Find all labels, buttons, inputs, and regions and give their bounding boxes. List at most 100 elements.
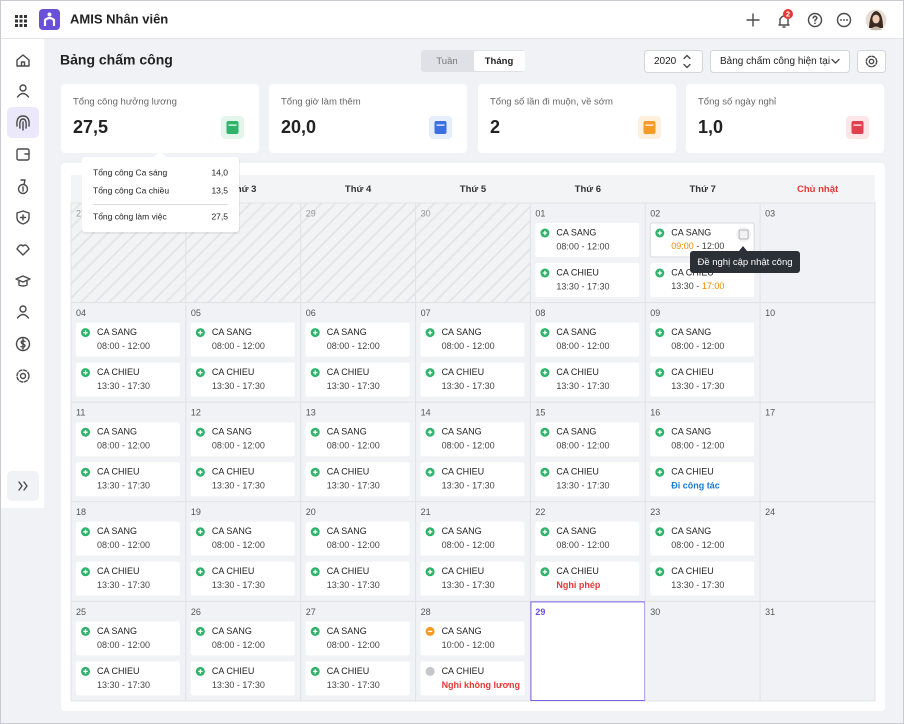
shift[interactable]: CA SANG 08:00 - 12:00 [76, 521, 180, 556]
shift[interactable]: CA SANG 08:00 - 12:00 [535, 521, 640, 556]
shift[interactable]: CA CHIEU 13:30 - 17:30 [305, 661, 410, 696]
shift[interactable]: CA CHIEU 13:30 - 17:30 [76, 462, 180, 497]
shift[interactable]: CA CHIEU 13:30 - 17:30 [535, 462, 640, 497]
settings-button[interactable] [857, 50, 886, 73]
shift[interactable]: CA SANG 08:00 - 12:00 [420, 322, 525, 357]
shift[interactable]: CA CHIEU 13:30 - 17:30 [420, 362, 525, 397]
day-cell[interactable]: 08 CA SANG 08:00 - 12:00 CA CHIEU 13:30 - 17… [529, 302, 646, 403]
summary-card[interactable]: Tổng công hưởng lương 27,5 [61, 84, 259, 153]
nav-profile[interactable] [16, 84, 30, 98]
nav-timesheet[interactable] [16, 115, 30, 131]
day-cell[interactable]: 06 CA SANG 08:00 - 12:00 CA CHIEU 13:30 - 17… [300, 302, 417, 403]
day-cell[interactable]: 23 CA SANG 08:00 - 12:00 CA CHIEU 13:30 - 17… [644, 501, 761, 602]
day-cell[interactable]: 30 [644, 600, 761, 702]
day-cell[interactable]: 11 CA SANG 08:00 - 12:00 CA CHIEU 13:30 - 17… [70, 401, 187, 503]
shift[interactable]: CA CHIEU 13:30 - 17:30 [305, 561, 410, 596]
day-cell[interactable]: 17 [759, 401, 876, 503]
shift[interactable]: CA CHIEU Đi công tác [650, 462, 755, 497]
user-avatar[interactable] [865, 9, 887, 31]
app-menu[interactable] [15, 15, 27, 27]
day-cell[interactable]: 26 CA SANG 08:00 - 12:00 CA CHIEU 13:30 - 17… [185, 600, 302, 702]
shift[interactable]: CA SANG 08:00 - 12:00 [535, 223, 640, 257]
shift[interactable]: CA SANG 08:00 - 12:00 [305, 422, 410, 457]
shift[interactable]: CA CHIEU 13:30 - 17:30 [650, 561, 755, 596]
more-button[interactable] [836, 12, 852, 28]
shift[interactable]: CA SANG 08:00 - 12:00 [535, 322, 640, 357]
shift[interactable]: CA CHIEU 13:30 - 17:30 [420, 561, 525, 596]
shift[interactable]: CA CHIEU 13:30 - 17:30 [535, 263, 640, 297]
day-cell[interactable]: 19 CA SANG 08:00 - 12:00 CA CHIEU 13:30 - 17… [185, 501, 302, 602]
shift[interactable]: CA CHIEU 13:30 - 17:30 [305, 362, 410, 397]
nav-team[interactable] [16, 305, 30, 319]
shift[interactable]: CA CHIEU 13:30 - 17:30 [76, 561, 180, 596]
day-cell[interactable]: 29 [300, 202, 417, 304]
shift[interactable]: CA SANG 10:00 - 12:00 [420, 621, 525, 656]
day-cell[interactable]: 20 CA SANG 08:00 - 12:00 CA CHIEU 13:30 - 17… [300, 501, 417, 602]
shift[interactable]: CA SANG 08:00 - 12:00 [76, 621, 180, 656]
day-cell[interactable]: 16 CA SANG 08:00 - 12:00 CA CHIEU Đi công tá… [644, 401, 761, 503]
summary-card[interactable]: Tổng giờ làm thêm 20,0 [269, 84, 467, 153]
shift[interactable]: CA CHIEU 13:30 - 17:30 [535, 362, 640, 397]
shift[interactable]: CA SANG 08:00 - 12:00 [420, 521, 525, 556]
day-cell[interactable]: 13 CA SANG 08:00 - 12:00 CA CHIEU 13:30 - 17… [300, 401, 417, 503]
day-cell[interactable]: 27 CA SANG 08:00 - 12:00 CA CHIEU 13:30 - 17… [300, 600, 417, 702]
day-cell[interactable]: 05 CA SANG 08:00 - 12:00 CA CHIEU 13:30 - 17… [185, 302, 302, 403]
shift[interactable]: CA CHIEU Nghỉ phép [535, 561, 640, 596]
shift[interactable]: CA CHIEU 13:30 - 17:30 [190, 561, 295, 596]
timesheet-select[interactable]: Bảng chấm công hiện tại [710, 50, 850, 73]
year-select[interactable]: 2020 [644, 50, 703, 73]
app-logo[interactable] [39, 9, 60, 30]
shift[interactable]: CA CHIEU 13:30 - 17:30 [190, 661, 295, 696]
shift[interactable]: CA CHIEU 13:30 - 17:30 [190, 462, 295, 497]
shift[interactable]: CA SANG 08:00 - 12:00 [650, 521, 755, 556]
day-cell[interactable]: 29 [529, 600, 646, 702]
nav-security[interactable] [16, 210, 30, 225]
shift[interactable]: CA SANG 08:00 - 12:00 [305, 621, 410, 656]
day-cell[interactable]: 12 CA SANG 08:00 - 12:00 CA CHIEU 13:30 - 17… [185, 401, 302, 503]
day-cell[interactable]: 15 CA SANG 08:00 - 12:00 CA CHIEU 13:30 - 17… [529, 401, 646, 503]
shift[interactable]: CA CHIEU 13:30 - 17:30 [76, 661, 180, 696]
day-cell[interactable]: 22 CA SANG 08:00 - 12:00 CA CHIEU Nghỉ phép [529, 501, 646, 602]
notification-button[interactable]: 2 [778, 9, 793, 28]
day-cell[interactable]: 04 CA SANG 08:00 - 12:00 CA CHIEU 13:30 - 17… [70, 302, 187, 403]
day-cell[interactable]: 21 CA SANG 08:00 - 12:00 CA CHIEU 13:30 - 17… [415, 501, 531, 602]
sidebar-expand[interactable] [7, 471, 39, 501]
nav-contract[interactable] [16, 244, 30, 256]
nav-salary[interactable] [15, 336, 31, 352]
shift[interactable]: CA SANG 08:00 - 12:00 [76, 422, 180, 457]
shift[interactable]: CA CHIEU Nghỉ không lương [420, 661, 525, 696]
shift[interactable]: CA SANG 08:00 - 12:00 [650, 422, 755, 457]
nav-insurance[interactable] [17, 179, 29, 195]
view-tab[interactable]: Tuần [436, 56, 457, 67]
day-cell[interactable]: 18 CA SANG 08:00 - 12:00 CA CHIEU 13:30 - 17… [70, 501, 187, 602]
nav-training[interactable] [15, 275, 31, 287]
nav-wallet[interactable] [16, 148, 30, 161]
shift[interactable]: CA SANG 08:00 - 12:00 [190, 621, 295, 656]
shift[interactable]: CA SANG 08:00 - 12:00 [650, 322, 755, 357]
day-cell[interactable]: 01 CA SANG 08:00 - 12:00 CA CHIEU 13:30 - 17… [529, 202, 646, 304]
summary-card[interactable]: Tổng số lần đi muộn, về sớm 2 [478, 84, 676, 153]
shift[interactable]: CA SANG 08:00 - 12:00 [76, 322, 180, 357]
day-cell[interactable]: 28 CA SANG 10:00 - 12:00 CA CHIEU Nghỉ không… [415, 600, 531, 702]
day-cell[interactable]: 07 CA SANG 08:00 - 12:00 CA CHIEU 13:30 - 17… [415, 302, 531, 403]
day-cell[interactable]: 31 [759, 600, 876, 702]
add-button[interactable] [746, 13, 760, 27]
day-cell[interactable]: 30 [415, 202, 531, 304]
shift[interactable]: CA CHIEU 13:30 - 17:30 [190, 362, 295, 397]
shift[interactable]: CA CHIEU 13:30 - 17:30 [650, 362, 755, 397]
shift[interactable]: CA SANG 08:00 - 12:00 [305, 521, 410, 556]
day-cell[interactable]: 10 [759, 302, 876, 403]
shift[interactable]: CA CHIEU 13:30 - 17:30 [305, 462, 410, 497]
shift[interactable]: CA SANG 08:00 - 12:00 [305, 322, 410, 357]
help-button[interactable] [807, 12, 823, 28]
summary-card[interactable]: Tổng số ngày nghỉ 1,0 [686, 84, 884, 153]
shift[interactable]: CA SANG 09:00 - 12:00 [649, 222, 755, 258]
day-cell[interactable]: 09 CA SANG 08:00 - 12:00 CA CHIEU 13:30 - 17… [644, 302, 761, 403]
day-cell[interactable]: 24 [759, 501, 876, 602]
shift[interactable]: CA SANG 08:00 - 12:00 [420, 422, 525, 457]
shift[interactable]: CA SANG 08:00 - 12:00 [190, 322, 295, 357]
day-cell[interactable]: 14 CA SANG 08:00 - 12:00 CA CHIEU 13:30 - 17… [415, 401, 531, 503]
shift[interactable]: CA SANG 08:00 - 12:00 [535, 422, 640, 457]
view-tab[interactable]: Tháng [485, 56, 514, 67]
